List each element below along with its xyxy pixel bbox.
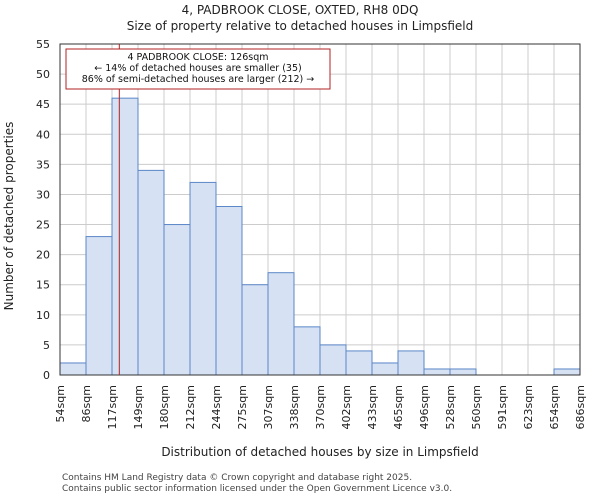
bar — [137, 169, 165, 376]
chart-subtitle: Size of property relative to detached ho… — [126, 19, 474, 33]
y-tick-label: 25 — [36, 219, 50, 232]
x-tick-label: 212sqm — [184, 385, 197, 429]
y-tick-label: 30 — [36, 188, 50, 201]
x-tick-label: 307sqm — [262, 385, 275, 429]
bar — [163, 224, 191, 376]
y-tick-label: 45 — [36, 98, 50, 111]
bar — [553, 368, 581, 376]
bar — [241, 284, 269, 376]
plot-frame — [59, 43, 581, 376]
x-tick-label: 370sqm — [314, 385, 327, 429]
annotation-line-3: 86% of semi-detached houses are larger (… — [82, 74, 315, 85]
footer-line-2: Contains public sector information licen… — [62, 484, 453, 494]
y-tick-label: 10 — [36, 309, 50, 322]
x-tick-label: 402sqm — [340, 385, 353, 429]
y-axis-ticks: 0 5 10 15 20 25 30 35 40 45 50 55 — [36, 38, 50, 382]
bar — [449, 368, 477, 376]
bar — [85, 236, 113, 376]
y-tick-label: 55 — [36, 38, 50, 51]
y-tick-label: 15 — [36, 279, 50, 292]
x-tick-label: 149sqm — [132, 385, 145, 429]
x-tick-label: 560sqm — [470, 385, 483, 429]
x-tick-label: 338sqm — [288, 385, 301, 429]
y-tick-label: 0 — [43, 369, 50, 382]
annotation-box: 4 PADBROOK CLOSE: 126sqm ← 14% of detach… — [65, 48, 331, 90]
x-tick-label: 275sqm — [236, 385, 249, 429]
bar — [345, 350, 373, 376]
x-tick-label: 496sqm — [418, 385, 431, 429]
bar — [267, 272, 295, 376]
bar — [319, 344, 347, 376]
bar — [397, 350, 425, 376]
x-tick-label: 54sqm — [54, 385, 67, 422]
bar — [293, 326, 321, 376]
x-tick-label: 591sqm — [496, 385, 509, 429]
x-tick-label: 528sqm — [444, 385, 457, 429]
bar — [111, 97, 139, 376]
x-axis-label: Distribution of detached houses by size … — [161, 445, 478, 459]
bar — [371, 362, 399, 376]
bars — [59, 97, 581, 376]
chart-title: 4, PADBROOK CLOSE, OXTED, RH8 0DQ — [181, 3, 419, 17]
y-axis-label: Number of detached properties — [2, 122, 16, 311]
x-tick-label: 686sqm — [574, 385, 587, 429]
y-tick-label: 5 — [43, 339, 50, 352]
x-tick-label: 654sqm — [548, 385, 561, 429]
annotation-line-1: 4 PADBROOK CLOSE: 126sqm — [127, 52, 268, 63]
x-tick-label: 180sqm — [158, 385, 171, 429]
y-tick-label: 50 — [36, 68, 50, 81]
annotation-line-2: ← 14% of detached houses are smaller (35… — [94, 63, 301, 74]
x-tick-label: 465sqm — [392, 385, 405, 429]
x-tick-label: 86sqm — [80, 385, 93, 422]
x-tick-label: 433sqm — [366, 385, 379, 429]
x-tick-label: 623sqm — [522, 385, 535, 429]
bar — [189, 181, 217, 376]
y-tick-label: 35 — [36, 158, 50, 171]
annotation-border — [65, 48, 331, 90]
x-tick-label: 244sqm — [210, 385, 223, 429]
bar — [59, 362, 87, 376]
bar — [215, 205, 243, 376]
x-tick-label: 117sqm — [106, 385, 119, 429]
x-axis-ticks: 54sqm 86sqm 117sqm 149sqm 180sqm 212sqm 244sqm… — [54, 385, 587, 429]
footer-line-1: Contains HM Land Registry data © Crown c… — [62, 473, 413, 483]
y-tick-label: 20 — [36, 249, 50, 262]
y-tick-label: 40 — [36, 128, 50, 141]
bar — [423, 368, 451, 376]
